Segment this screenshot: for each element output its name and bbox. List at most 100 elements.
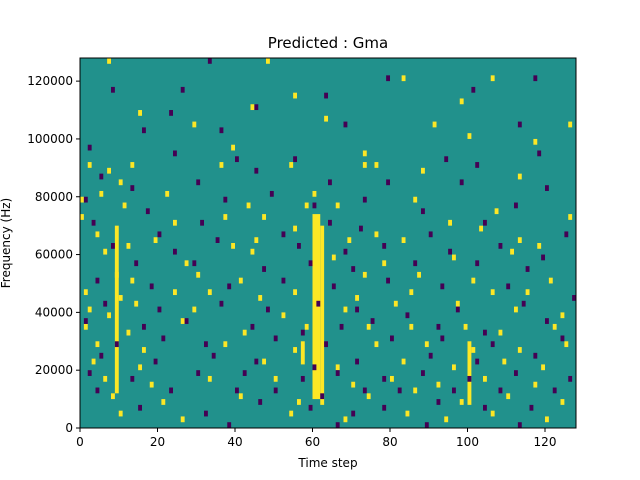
low-cell (145, 208, 150, 215)
high-cell (138, 364, 143, 371)
low-cell (533, 352, 538, 359)
high-cell (99, 190, 104, 197)
high-cell (91, 358, 96, 365)
low-cell (475, 162, 480, 168)
low-cell (459, 179, 464, 186)
low-cell (130, 375, 135, 382)
high-cell (80, 196, 84, 203)
low-cell (180, 86, 185, 93)
low-cell (359, 225, 363, 232)
low-cell (281, 277, 286, 284)
high-cell (490, 289, 495, 296)
low-cell (405, 312, 410, 319)
high-cell (366, 393, 371, 400)
low-cell (99, 173, 104, 180)
low-cell (153, 358, 158, 365)
low-cell (223, 196, 228, 203)
x-tick-label: 60 (305, 435, 320, 449)
high-cell (262, 214, 267, 220)
high-cell (514, 306, 518, 313)
low-cell (293, 156, 298, 163)
low-cell (258, 399, 263, 405)
low-cell (533, 75, 538, 82)
low-cell (254, 167, 259, 174)
high-cell (351, 381, 356, 388)
high-cell (138, 110, 143, 116)
high-cell (114, 271, 119, 278)
high-cell (545, 416, 549, 423)
low-cell (351, 410, 356, 417)
y-tick-label: 0 (65, 421, 73, 435)
high-cell (374, 162, 379, 168)
high-cell (238, 277, 243, 284)
y-tick-label: 100000 (27, 132, 73, 146)
high-cell (409, 323, 414, 330)
low-cell (87, 370, 92, 376)
low-cell (421, 208, 425, 215)
low-cell (335, 422, 340, 428)
low-cell (204, 410, 208, 417)
low-cell (471, 86, 476, 93)
high-cell (289, 410, 294, 417)
low-cell (169, 110, 174, 116)
high-cell (401, 358, 406, 365)
high-cell (560, 312, 565, 319)
low-cell (424, 422, 429, 428)
high-cell (343, 306, 348, 313)
high-cell (87, 162, 92, 168)
low-cell (111, 86, 115, 93)
low-cell (517, 422, 522, 428)
high-cell (452, 364, 456, 371)
high-cell (533, 381, 538, 388)
low-cell (281, 231, 286, 238)
high-cell (506, 393, 511, 400)
high-cell (564, 341, 569, 348)
high-cell (83, 289, 88, 296)
low-cell (87, 144, 92, 151)
y-axis: 0 20000 40000 60000 80000 100000 120000 (27, 74, 80, 435)
high-cell (436, 381, 441, 388)
high-cell (525, 289, 530, 296)
low-cell (436, 323, 441, 330)
high-cell (223, 341, 228, 348)
low-cell (397, 387, 402, 394)
high-cell (432, 121, 437, 128)
low-cell (552, 387, 557, 394)
low-cell (428, 231, 433, 238)
high-cell (293, 225, 298, 232)
low-cell (421, 370, 425, 376)
high-cell (258, 295, 263, 301)
high-cell (405, 410, 410, 417)
high-cell (401, 75, 406, 82)
high-cell (552, 323, 557, 330)
low-cell (324, 341, 329, 348)
low-cell (91, 219, 96, 226)
high-cell (126, 243, 131, 249)
low-cell (95, 387, 100, 394)
high-cell (490, 410, 495, 417)
high-cell (83, 323, 88, 330)
low-cell (382, 375, 387, 382)
high-cell (289, 162, 294, 168)
high-cell (471, 277, 476, 284)
x-tick-label: 80 (382, 435, 397, 449)
high-cell (118, 179, 123, 186)
low-cell (572, 295, 576, 301)
high-cell (149, 381, 154, 388)
low-cell (324, 92, 329, 99)
high-cell (413, 196, 418, 203)
low-cell (483, 329, 487, 336)
high-cell (207, 289, 212, 296)
low-cell (428, 352, 433, 359)
low-cell (328, 219, 332, 226)
high-cell (444, 416, 449, 423)
high-cell (250, 104, 255, 111)
high-cell (490, 75, 495, 82)
high-cell (455, 300, 460, 307)
low-cell (444, 156, 449, 163)
low-cell (134, 260, 139, 267)
high-cell (568, 214, 573, 220)
high-cell (223, 214, 228, 220)
high-cell (153, 237, 158, 243)
